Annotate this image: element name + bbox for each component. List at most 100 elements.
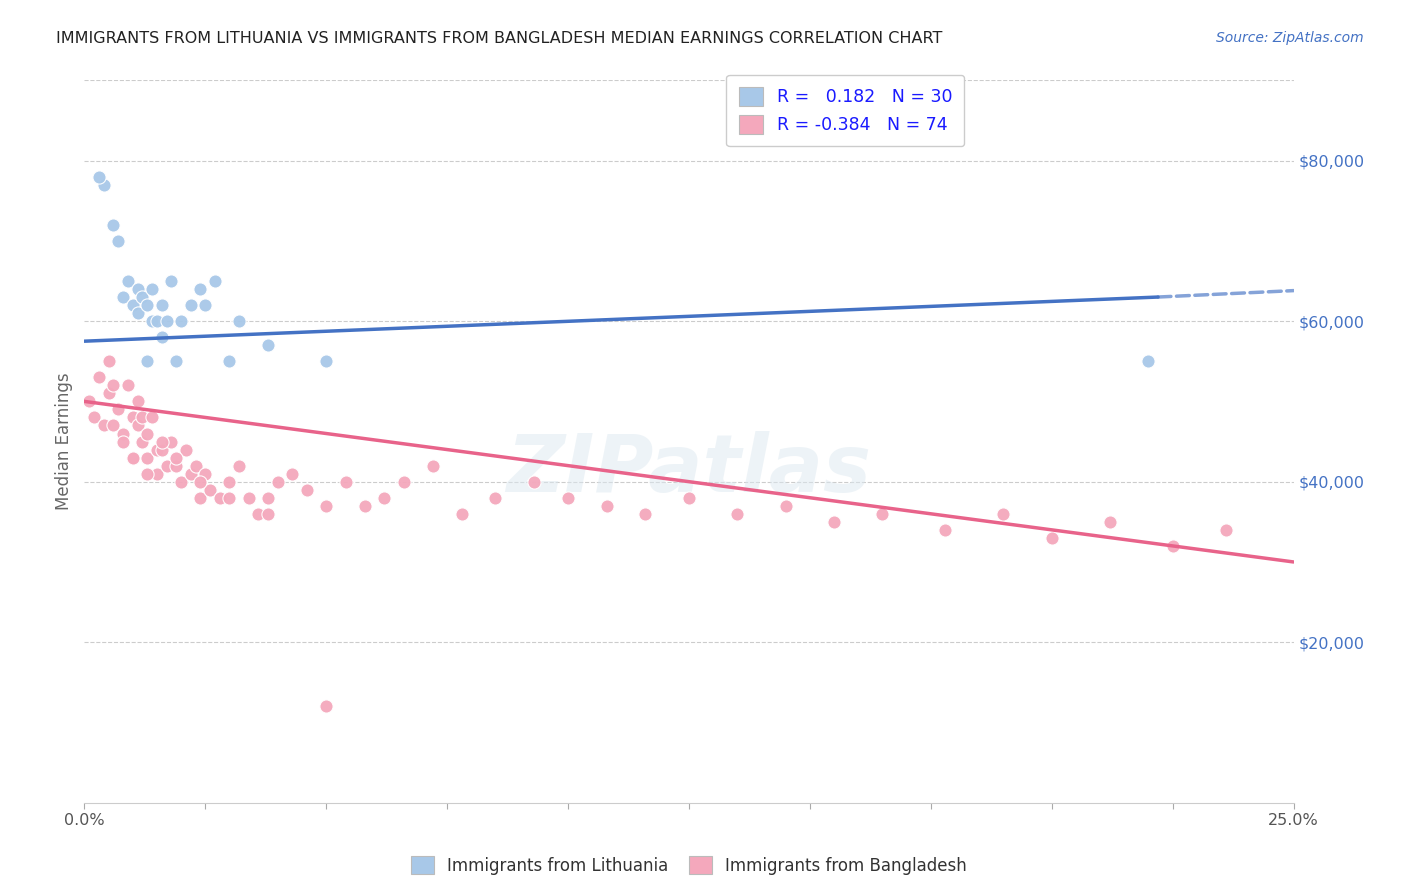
Point <box>422 458 444 473</box>
Point <box>190 282 212 296</box>
Point <box>872 507 894 521</box>
Point <box>127 306 149 320</box>
Point <box>121 450 143 465</box>
Point <box>315 354 337 368</box>
Point <box>127 282 149 296</box>
Point <box>190 475 212 489</box>
Point <box>97 354 120 368</box>
Point <box>150 330 173 344</box>
Point <box>103 378 125 392</box>
Point <box>165 354 187 368</box>
Point <box>184 458 207 473</box>
Point <box>1137 354 1160 368</box>
Point <box>107 402 129 417</box>
Y-axis label: Median Earnings: Median Earnings <box>55 373 73 510</box>
Point <box>170 475 193 489</box>
Point <box>117 378 139 392</box>
Point <box>725 507 748 521</box>
Point <box>1161 539 1184 553</box>
Point <box>194 467 217 481</box>
Point <box>993 507 1015 521</box>
Point <box>93 178 115 192</box>
Point <box>146 442 169 457</box>
Point <box>117 274 139 288</box>
Point <box>127 418 149 433</box>
Point <box>150 298 173 312</box>
Point <box>1098 515 1121 529</box>
Point <box>218 354 240 368</box>
Point <box>97 386 120 401</box>
Point <box>141 410 163 425</box>
Point <box>146 467 169 481</box>
Point <box>83 410 105 425</box>
Point <box>107 234 129 248</box>
Point <box>523 475 546 489</box>
Point <box>373 491 395 505</box>
Point <box>204 274 226 288</box>
Point <box>141 282 163 296</box>
Point <box>150 442 173 457</box>
Point <box>131 410 153 425</box>
Point <box>596 499 619 513</box>
Point <box>155 458 177 473</box>
Point <box>121 450 143 465</box>
Point <box>335 475 357 489</box>
Point <box>257 491 280 505</box>
Point <box>823 515 845 529</box>
Point <box>218 475 240 489</box>
Point <box>295 483 318 497</box>
Point <box>190 491 212 505</box>
Text: IMMIGRANTS FROM LITHUANIA VS IMMIGRANTS FROM BANGLADESH MEDIAN EARNINGS CORRELAT: IMMIGRANTS FROM LITHUANIA VS IMMIGRANTS … <box>56 31 942 46</box>
Point <box>141 314 163 328</box>
Point <box>87 169 110 184</box>
Point <box>174 442 197 457</box>
Point <box>136 354 159 368</box>
Point <box>1215 523 1237 537</box>
Legend: Immigrants from Lithuania, Immigrants from Bangladesh: Immigrants from Lithuania, Immigrants fr… <box>404 849 974 881</box>
Point <box>775 499 797 513</box>
Point <box>112 434 135 449</box>
Point <box>146 314 169 328</box>
Point <box>150 434 173 449</box>
Point <box>112 290 135 304</box>
Point <box>180 298 202 312</box>
Point <box>121 298 143 312</box>
Point <box>136 426 159 441</box>
Point <box>238 491 260 505</box>
Point <box>121 410 143 425</box>
Point <box>87 370 110 384</box>
Point <box>257 507 280 521</box>
Point <box>228 458 250 473</box>
Point <box>1040 531 1063 545</box>
Point <box>354 499 377 513</box>
Point <box>228 314 250 328</box>
Text: ZIPatlas: ZIPatlas <box>506 432 872 509</box>
Point <box>136 450 159 465</box>
Point <box>136 467 159 481</box>
Point <box>103 218 125 232</box>
Point <box>634 507 657 521</box>
Point <box>103 418 125 433</box>
Point <box>281 467 304 481</box>
Point <box>218 491 240 505</box>
Point <box>450 507 472 521</box>
Point <box>136 298 159 312</box>
Point <box>557 491 579 505</box>
Point <box>160 434 183 449</box>
Text: Source: ZipAtlas.com: Source: ZipAtlas.com <box>1216 31 1364 45</box>
Point <box>198 483 221 497</box>
Point <box>127 394 149 409</box>
Point <box>180 467 202 481</box>
Point <box>315 499 337 513</box>
Point <box>170 314 193 328</box>
Point <box>267 475 290 489</box>
Point <box>112 426 135 441</box>
Point <box>194 298 217 312</box>
Point <box>155 314 177 328</box>
Point <box>131 290 153 304</box>
Point <box>131 434 153 449</box>
Point <box>77 394 100 409</box>
Point <box>257 338 280 352</box>
Point <box>315 699 337 714</box>
Point <box>392 475 415 489</box>
